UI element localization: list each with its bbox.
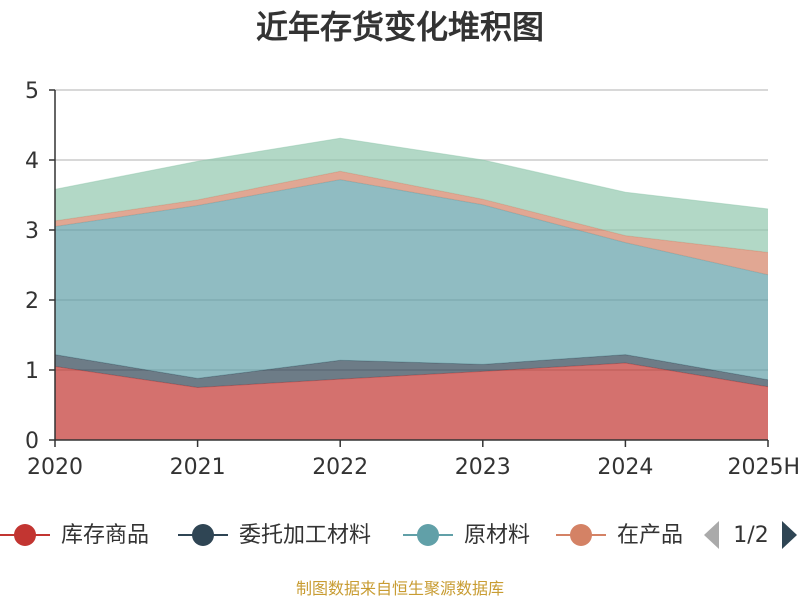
x-axis-ticks: 2020 2021 2022 2023 2024 2025H [27,440,800,480]
y-tick-label: 4 [25,149,39,174]
legend-label: 库存商品 [61,523,149,548]
legend-item[interactable]: 库存商品 [0,523,149,548]
x-tick-label: 2020 [27,455,83,480]
y-tick-label: 1 [25,359,39,384]
y-tick-label: 3 [25,219,39,244]
area-series-2 [55,354,768,388]
x-tick-label: 2023 [455,455,511,480]
legend-item[interactable]: 原材料 [403,523,530,548]
legend-next-arrow-icon[interactable] [782,521,797,549]
area-series-1 [55,363,768,440]
legend-label: 在产品 [617,523,683,548]
legend-prev-arrow-icon[interactable] [704,521,719,549]
legend-page-label: 1/2 [733,523,768,548]
legend-item[interactable]: 委托加工材料 [178,523,371,548]
area-series-5 [55,138,768,253]
legend-dot-icon [417,524,439,546]
data-source-note: 制图数据来自恒生聚源数据库 [296,579,504,598]
y-tick-label: 2 [25,289,39,314]
x-tick-label: 2025H [727,455,800,480]
legend-dot-icon [570,524,592,546]
area-series-line-5 [54,137,769,210]
area-series [54,137,769,440]
x-tick-label: 2021 [170,455,226,480]
legend-label: 委托加工材料 [239,523,371,548]
legend-dot-icon [192,524,214,546]
y-tick-label: 0 [25,429,39,454]
area-series-line-3 [54,179,769,276]
y-axis-ticks: 0 1 2 3 4 5 [25,79,55,454]
y-tick-label: 5 [25,79,39,104]
axes [54,90,768,441]
legend-dot-icon [14,524,36,546]
area-series-3 [55,179,768,380]
legend-item[interactable]: 在产品 [556,523,683,548]
legend-label: 原材料 [464,523,530,548]
area-series-4 [55,171,768,275]
legend: 库存商品 委托加工材料 原材料 在产品 [0,523,683,548]
x-tick-label: 2022 [312,455,368,480]
legend-pager: 1/2 [704,521,797,549]
x-tick-label: 2024 [597,455,653,480]
chart-title: 近年存货变化堆积图 [256,8,544,46]
